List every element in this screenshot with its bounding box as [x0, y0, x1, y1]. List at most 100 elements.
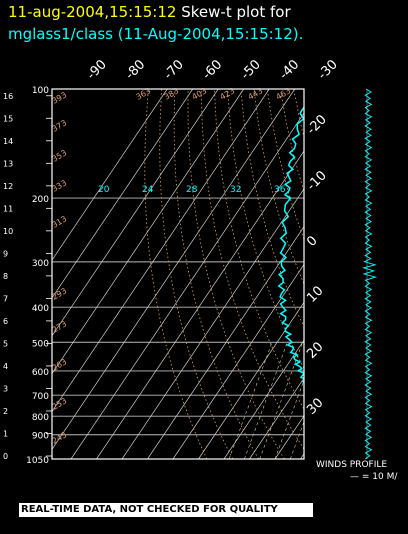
- pressure-tick-label: 800: [32, 413, 49, 423]
- height-tick-label: 3: [3, 384, 8, 393]
- isotherm-top-label: -80: [123, 57, 149, 83]
- isotherm-line: [403, 89, 408, 459]
- title-plot-label: Skew-t plot for: [181, 3, 291, 21]
- pressure-tick-label: 300: [32, 259, 49, 269]
- wind-profile-label: WINDS PROFILE: [316, 460, 388, 470]
- isotherm-line: [352, 89, 408, 459]
- dry-adiabat-line: [373, 89, 408, 459]
- isotherm-right-label: -10: [304, 168, 330, 194]
- dry-adiabat-line: [386, 89, 408, 459]
- isotherm-right-label: 30: [304, 396, 326, 418]
- theta-left-label: 293: [51, 286, 69, 301]
- isotherm-line: [121, 188, 304, 459]
- dry-adiabat-line: [399, 89, 408, 459]
- isotherm-right-label: 10: [304, 284, 326, 306]
- isotherm-top-label: -70: [161, 57, 187, 83]
- mixing-ratio-label: 32: [230, 185, 241, 195]
- dry-adiabat-line: [173, 89, 259, 459]
- theta-left-label: 243: [51, 430, 69, 445]
- mixing-ratio-label: 36: [274, 185, 286, 195]
- dry-adiabat-line: [266, 89, 304, 241]
- plot-frame: [51, 88, 305, 460]
- theta-left-label: 393: [51, 90, 69, 105]
- dry-adiabat-line: [280, 89, 304, 193]
- height-tick-label: 15: [3, 114, 13, 123]
- dry-adiabat-line: [333, 89, 408, 459]
- theta-left-label: 313: [51, 214, 69, 229]
- pressure-tick-label: 1050: [26, 456, 49, 466]
- theta-left-label: 333: [51, 178, 69, 193]
- isotherm-top-label: -40: [277, 57, 303, 83]
- isotherm-right-label: 0: [304, 233, 320, 249]
- isotherm-right-label: -20: [304, 112, 330, 138]
- pressure-tick-label: 900: [32, 432, 49, 442]
- mixing-ratio-line: [228, 342, 273, 459]
- isotherm-line: [52, 89, 270, 413]
- theta-left-label: 253: [51, 396, 69, 411]
- dry-adiabat-line: [144, 89, 208, 459]
- isotherm-line: [172, 263, 304, 459]
- height-tick-label: 9: [3, 249, 8, 258]
- isotherm-line: [198, 301, 304, 459]
- isotherm-top-label: -50: [238, 57, 264, 83]
- isotherm-line: [52, 89, 168, 261]
- pressure-tick-label: 700: [32, 392, 49, 402]
- mixing-ratio-line: [244, 342, 288, 459]
- dewpoint-profile-line: [277, 95, 304, 388]
- height-tick-label: 0: [3, 452, 8, 461]
- skewt-series: [277, 89, 353, 451]
- pressure-tick-label: 400: [32, 304, 49, 314]
- isotherm-line: [223, 339, 304, 459]
- mixing-ratio-label: 28: [186, 185, 198, 195]
- isotherm-right-label: 20: [304, 340, 326, 362]
- height-tick-label: 14: [3, 137, 13, 146]
- dry-adiabat-line: [227, 89, 304, 370]
- height-tick-label: 13: [3, 159, 13, 168]
- height-tick-label: 16: [3, 92, 13, 101]
- wind-profile-panel: [362, 88, 378, 460]
- skewt-grid: [52, 89, 408, 459]
- plot-title-line-1: 11-aug-2004,15:15:12 Skew-t plot for: [8, 3, 291, 21]
- quality-banner: REAL-TIME DATA, NOT CHECKED FOR QUALITY: [19, 503, 313, 517]
- isotherm-line: [249, 377, 304, 459]
- isotherm-top-label: -60: [200, 57, 226, 83]
- height-tick-label: 2: [3, 407, 8, 416]
- height-tick-label: 10: [3, 227, 13, 236]
- height-tick-label: 11: [3, 204, 13, 213]
- isotherm-line: [70, 112, 304, 459]
- dry-adiabat-line: [346, 89, 408, 459]
- mixing-ratio-line: [259, 342, 303, 459]
- isotherm-top-label: -90: [84, 57, 110, 83]
- isotherm-line: [96, 150, 304, 459]
- isotherm-line: [52, 89, 245, 375]
- height-tick-label: 7: [3, 294, 8, 303]
- isotherm-top-label: -30: [315, 57, 341, 83]
- mixing-ratio-line: [274, 379, 304, 459]
- pressure-tick-label: 200: [32, 195, 49, 205]
- theta-left-label: 353: [51, 148, 69, 163]
- pressure-tick-label: 600: [32, 368, 49, 378]
- theta-left-label: 273: [51, 319, 69, 334]
- mixing-ratio-label: 24: [142, 185, 154, 195]
- dry-adiabat-line: [159, 89, 234, 459]
- wind-scale-label: — = 10 M/: [350, 472, 398, 482]
- dry-adiabat-line: [200, 89, 304, 450]
- wind-profile-trace: [362, 88, 378, 460]
- isotherm-line: [147, 226, 304, 459]
- mixing-ratio-line: [321, 342, 364, 459]
- isotherm-line: [52, 89, 194, 299]
- dry-adiabat-line: [253, 89, 304, 285]
- height-tick-label: 4: [3, 362, 8, 371]
- mixing-ratio-label: 20: [98, 185, 110, 195]
- station-title: mglass1/class (11-Aug-2004,15:15:12).: [8, 25, 304, 43]
- title-timestamp: 11-aug-2004,15:15:12: [8, 3, 177, 21]
- height-tick-label: 5: [3, 339, 8, 348]
- pressure-tick-label: 100: [32, 86, 49, 96]
- dry-adiabat-line: [214, 89, 304, 410]
- temperature-profile-line: [312, 89, 353, 451]
- pressure-tick-label: 500: [32, 339, 49, 349]
- height-tick-label: 12: [3, 182, 13, 191]
- isotherm-line: [377, 89, 408, 459]
- height-tick-label: 1: [3, 429, 8, 438]
